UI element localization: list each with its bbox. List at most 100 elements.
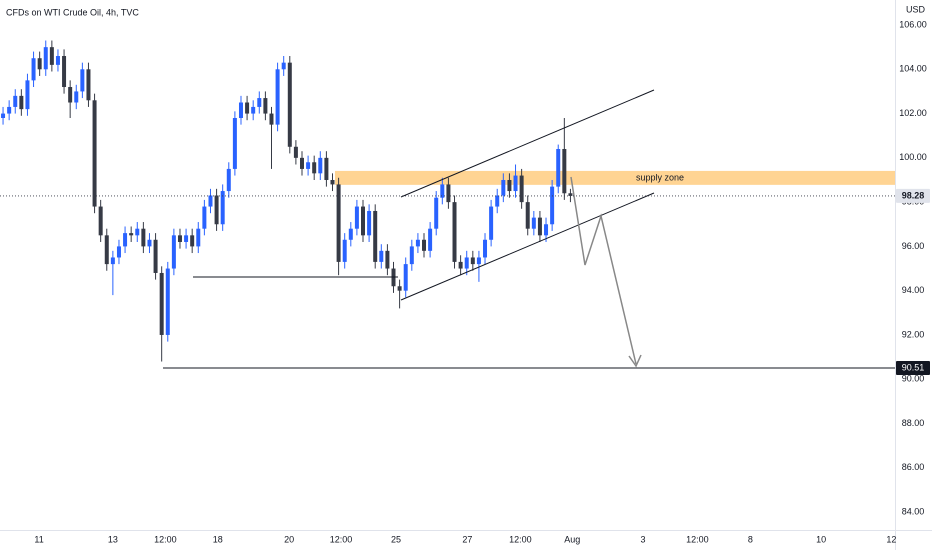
candle-body — [330, 179, 335, 185]
y-tick-label: 100.00 — [899, 152, 927, 162]
candle-body — [568, 193, 573, 196]
candle-body — [440, 184, 445, 198]
x-tick-label: 3 — [641, 534, 646, 544]
x-tick-label: 10 — [816, 534, 826, 544]
supply-zone — [335, 170, 895, 185]
x-tick-label: 13 — [108, 534, 118, 544]
last-price-box — [896, 188, 930, 203]
candle-body — [318, 157, 323, 174]
y-tick-label: 88.00 — [902, 418, 925, 428]
candle-body — [513, 175, 518, 192]
candle-body — [116, 246, 121, 258]
candle-body — [324, 157, 329, 180]
candle-body — [385, 250, 390, 269]
candle-body — [232, 117, 237, 169]
candle-body — [537, 217, 542, 236]
candle-body — [464, 257, 469, 269]
candle-body — [275, 69, 280, 125]
target-label: 90.51 — [902, 362, 925, 372]
x-tick-label: 12 — [886, 534, 896, 544]
candle-body — [550, 186, 555, 225]
candle-body — [80, 69, 85, 92]
unit-label: USD — [906, 4, 926, 14]
candles — [1, 40, 573, 362]
candle-body — [159, 272, 164, 335]
candle-body — [226, 168, 231, 192]
last-price-label: 98.28 — [902, 190, 925, 200]
candle-body — [397, 286, 402, 291]
x-tick-label: 12:00 — [154, 534, 177, 544]
channel-upper — [400, 89, 655, 198]
y-tick-label: 92.00 — [902, 329, 925, 339]
x-tick-label: 18 — [213, 534, 223, 544]
candle-body — [342, 239, 347, 262]
candle-body — [281, 62, 286, 70]
candle-body — [98, 206, 103, 236]
candle-body — [354, 206, 359, 229]
x-tick-label: 12:00 — [330, 534, 353, 544]
candle-body — [544, 224, 549, 236]
candle-body — [287, 62, 292, 147]
candle-body — [135, 228, 140, 236]
candle-body — [238, 102, 243, 118]
candle-body — [196, 228, 201, 247]
candle-body — [367, 210, 372, 236]
y-tick-label: 90.00 — [902, 374, 925, 384]
candle-body — [104, 235, 109, 265]
candle-body — [202, 206, 207, 229]
candle-body — [306, 162, 311, 169]
candle-body — [379, 250, 384, 262]
candle-body — [110, 257, 115, 265]
x-tick-label: 11 — [34, 534, 43, 544]
candle-body — [446, 184, 451, 203]
candle-body — [62, 56, 67, 88]
y-tick-label: 86.00 — [902, 462, 925, 472]
candle-body — [336, 184, 341, 262]
candle-body — [251, 106, 256, 114]
candle-body — [489, 206, 494, 240]
candle-body — [531, 217, 536, 229]
candle-body — [458, 261, 463, 269]
candle-body — [1, 113, 6, 118]
candle-body — [348, 228, 353, 240]
candle-body — [123, 233, 128, 247]
x-tick-label: Aug — [564, 534, 580, 544]
y-tick-label: 94.00 — [902, 285, 925, 295]
x-tick-label: 12:00 — [509, 534, 532, 544]
candle-body — [49, 47, 54, 65]
candle-body — [495, 195, 500, 207]
candle-body — [74, 91, 79, 103]
candle-body — [171, 235, 176, 269]
candle-body — [141, 228, 146, 247]
candle-body — [361, 206, 366, 236]
candle-body — [293, 146, 298, 158]
candle-body — [403, 264, 408, 291]
x-tick-label: 27 — [462, 534, 472, 544]
candle-body — [373, 210, 378, 262]
candle-body — [55, 56, 60, 65]
candle-body — [501, 179, 506, 196]
candle-body — [422, 239, 427, 251]
candle-body — [476, 257, 481, 265]
candle-body — [312, 162, 317, 174]
candle-body — [562, 148, 567, 194]
candle-body — [43, 47, 48, 70]
candle-body — [68, 87, 73, 103]
candle-body — [409, 246, 414, 265]
candle-body — [263, 98, 268, 114]
candle-body — [519, 175, 524, 203]
candle-body — [31, 58, 36, 81]
candle-body — [483, 239, 488, 258]
candle-body — [507, 179, 512, 192]
candle-body — [257, 98, 262, 107]
candle-body — [37, 58, 42, 70]
x-tick-label: 20 — [284, 534, 294, 544]
candle-body — [220, 191, 225, 225]
candle-body — [525, 202, 530, 229]
annotation: supply zone — [636, 172, 684, 182]
candle-body — [86, 69, 91, 101]
candle-body — [129, 233, 134, 236]
candle-body — [434, 197, 439, 229]
projection-arrow — [570, 176, 637, 365]
